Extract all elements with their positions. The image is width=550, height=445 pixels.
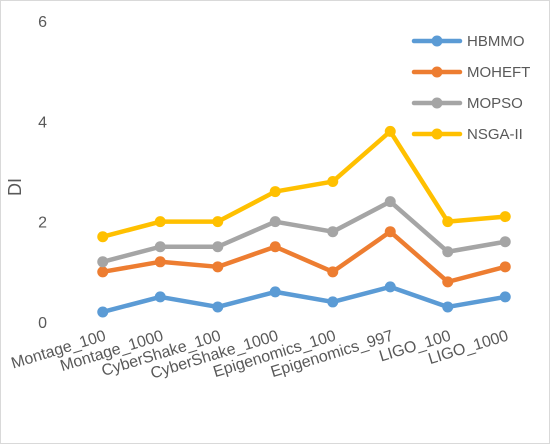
y-axis-title: DI (5, 178, 25, 196)
legend-label: MOHEFT (467, 64, 530, 81)
y-tick-label: 6 (38, 14, 47, 31)
data-point (384, 281, 396, 293)
data-point (442, 301, 454, 313)
data-point (269, 286, 281, 298)
x-axis-ticks: Montage_100Montage_1000CyberShake_100Cyb… (9, 328, 510, 383)
data-point (327, 226, 339, 238)
data-point (442, 216, 454, 228)
data-point (97, 266, 109, 278)
y-tick-label: 0 (38, 315, 47, 332)
legend-item: MOHEFT (411, 64, 530, 81)
data-point (327, 296, 339, 308)
legend-item: MOPSO (411, 95, 523, 112)
data-point (97, 256, 109, 268)
data-point (384, 226, 396, 238)
data-point (154, 241, 166, 253)
legend-marker (431, 128, 443, 140)
legend-marker (431, 66, 443, 78)
data-point (442, 276, 454, 288)
legend-label: NSGA-II (467, 126, 523, 143)
data-point (212, 301, 224, 313)
data-point (97, 231, 109, 243)
series-line (100, 129, 508, 239)
legend-item: NSGA-II (411, 126, 523, 143)
legend-label: MOPSO (467, 95, 523, 112)
data-point (212, 216, 224, 228)
data-point (97, 306, 109, 318)
data-point (212, 241, 224, 253)
data-point (499, 291, 511, 303)
data-point (154, 291, 166, 303)
series-hbmmo (97, 281, 511, 318)
series-mopso (97, 196, 511, 268)
data-point (384, 196, 396, 208)
data-point (384, 125, 396, 137)
series-moheft (97, 226, 511, 288)
data-point (327, 266, 339, 278)
series-line (100, 229, 508, 285)
legend-label: HBMMO (467, 33, 525, 50)
series-line (100, 284, 508, 315)
series-nsga-ii (97, 125, 511, 243)
data-point (327, 176, 339, 188)
legend-item: HBMMO (411, 33, 525, 50)
data-point (269, 216, 281, 228)
legend: HBMMO MOHEFT MOPSO NSGA-II (411, 33, 530, 143)
data-point (442, 246, 454, 258)
data-point (212, 261, 224, 273)
data-point (269, 241, 281, 253)
y-axis-ticks: 0 2 4 6 (38, 14, 47, 332)
data-point (499, 211, 511, 223)
data-point (499, 261, 511, 273)
data-point (499, 236, 511, 248)
data-point (154, 216, 166, 228)
y-tick-label: 2 (38, 215, 47, 232)
y-tick-label: 4 (38, 114, 47, 131)
series-line (100, 199, 508, 265)
legend-marker (431, 97, 443, 109)
data-point (154, 256, 166, 268)
series-layer (97, 125, 511, 318)
legend-marker (431, 35, 443, 47)
data-point (269, 186, 281, 198)
